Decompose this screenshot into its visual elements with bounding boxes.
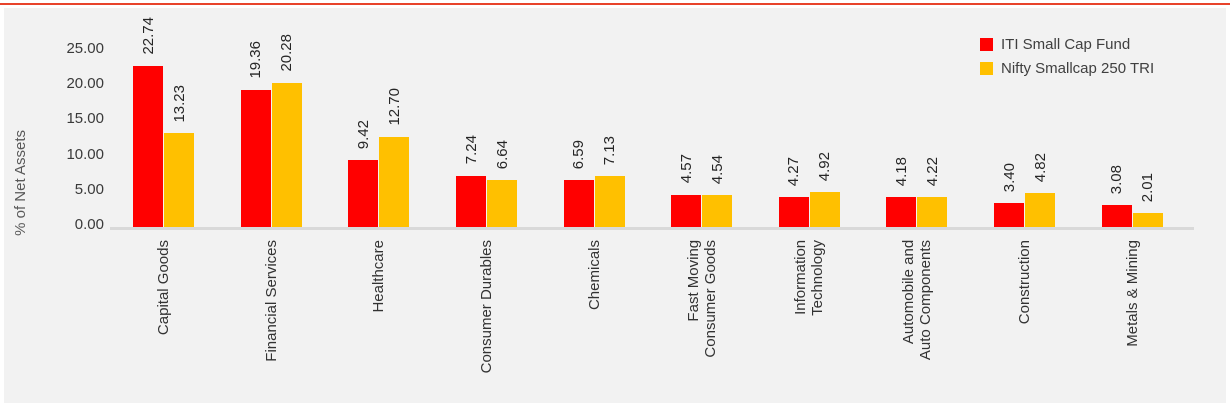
bar-value-label: 7.24 [462,135,480,165]
bar-column: 7.13 [594,136,625,227]
bar-nifty-smallcap-250-tri [1025,192,1056,227]
bar-column: 20.28 [271,34,302,227]
bar-column: 12.70 [379,88,410,227]
bar-column: 4.18 [886,157,917,227]
bar-nifty-smallcap-250-tri [487,179,518,227]
bar-value-label: 2.01 [1139,172,1157,202]
x-axis-label: Chemicals [585,240,603,311]
bar-iti-small-cap-fund [563,180,594,227]
bar-nifty-smallcap-250-tri [594,176,625,227]
bar-nifty-smallcap-250-tri [379,136,410,227]
bar-nifty-smallcap-250-tri [271,83,302,227]
bar-column: 3.08 [1101,165,1132,227]
bar-iti-small-cap-fund [240,89,271,227]
bar-value-label: 4.57 [677,154,695,184]
bar-nifty-smallcap-250-tri [1132,212,1163,227]
x-axis-label: Information Technology [792,240,827,316]
bar-column: 4.82 [1025,153,1056,227]
top-rule [0,3,1230,5]
bar-value-label: 19.36 [247,40,265,79]
bar-nifty-smallcap-250-tri [702,194,733,227]
x-axis-label: Capital Goods [155,240,173,336]
legend: ITI Small Cap Fund Nifty Smallcap 250 TR… [980,32,1154,80]
bar-column: 6.59 [563,140,594,227]
bar-value-label: 9.42 [354,119,372,150]
y-tick-label: 25.00 [66,40,104,57]
x-axis-label: Automobile and Auto Components [899,240,934,361]
bar-column: 3.40 [994,163,1025,227]
legend-item: Nifty Smallcap 250 TRI [980,56,1154,80]
bar-column: 4.57 [671,154,702,227]
y-tick-label: 10.00 [66,146,104,163]
bar-iti-small-cap-fund [671,194,702,227]
bar-column: 4.22 [917,157,948,227]
bar-iti-small-cap-fund [886,197,917,227]
bar-iti-small-cap-fund [1101,205,1132,227]
legend-swatch-iti-fund [980,37,993,51]
bar-iti-small-cap-fund [133,65,164,227]
bar-value-label: 6.64 [493,139,511,169]
bar-value-label: 22.74 [139,16,157,55]
x-axis-label: Consumer Durables [478,240,496,374]
bar-value-label: 3.40 [1000,162,1018,192]
bar-value-label: 4.82 [1031,152,1049,182]
x-axis-label: Metals & Mining [1123,240,1141,347]
bar-column: 4.54 [702,155,733,227]
x-axis-label: Construction [1016,240,1034,325]
plot-area: 22.74 13.23 19.36 20.28 [110,8,1186,227]
bar-value-label: 4.54 [708,154,726,184]
bar-value-label: 4.92 [816,151,834,182]
bar-value-label: 6.59 [570,140,588,170]
bar-column: 4.27 [778,156,809,227]
chart-panel: % of Net Assets 25.00 20.00 15.00 10.00 … [4,8,1226,403]
bar-column: 4.92 [809,152,840,227]
bar-value-label: 20.28 [278,34,296,72]
bar-column: 19.36 [240,41,271,227]
legend-item: ITI Small Cap Fund [980,32,1154,56]
bar-group: 6.59 7.13 [540,8,648,227]
bar-column: 22.74 [133,17,164,227]
bar-column: 2.01 [1132,172,1163,227]
bar-column: 13.23 [164,85,195,227]
x-axis-label: Financial Services [262,240,280,362]
legend-swatch-nifty-index [980,61,993,75]
bar-nifty-smallcap-250-tri [917,197,948,227]
x-axis-line [110,227,1194,230]
y-tick-label: 20.00 [66,75,104,92]
bar-column: 9.42 [348,120,379,227]
bar-nifty-smallcap-250-tri [809,192,840,227]
legend-label: ITI Small Cap Fund [1001,35,1131,53]
bar-group: 4.57 4.54 [648,8,756,227]
bar-iti-small-cap-fund [778,196,809,227]
bar-value-label: 3.08 [1108,164,1126,195]
bar-iti-small-cap-fund [994,202,1025,227]
bar-value-label: 4.27 [785,156,803,186]
x-axis-label: Fast Moving Consumer Goods [684,240,719,358]
bar-value-label: 4.22 [923,156,941,186]
y-tick-label: 0.00 [74,216,104,233]
bar-group: 4.27 4.92 [756,8,864,227]
bar-value-label: 12.70 [385,88,403,126]
bar-group: 3.08 2.01 [1078,8,1186,227]
bar-group: 7.24 6.64 [433,8,541,227]
bar-group: 3.40 4.82 [971,8,1079,227]
bar-group: 9.42 12.70 [325,8,433,227]
bar-column: 6.64 [487,140,518,227]
bar-value-label: 7.13 [601,136,619,166]
legend-label: Nifty Smallcap 250 TRI [1001,59,1155,77]
bar-group: 19.36 20.28 [218,8,326,227]
bar-iti-small-cap-fund [348,160,379,227]
bar-value-label: 13.23 [170,84,188,123]
x-axis-labels: Capital Goods Financial Services Healthc… [110,240,1186,401]
y-tick-label: 15.00 [66,110,104,127]
bar-group: 22.74 13.23 [110,8,218,227]
y-tick-label: 5.00 [74,181,104,198]
bar-iti-small-cap-fund [456,175,487,227]
bar-group: 4.18 4.22 [863,8,971,227]
bar-nifty-smallcap-250-tri [164,133,195,227]
x-axis-label: Healthcare [370,240,388,313]
bar-value-label: 4.18 [892,157,910,187]
bar-column: 7.24 [456,135,487,227]
